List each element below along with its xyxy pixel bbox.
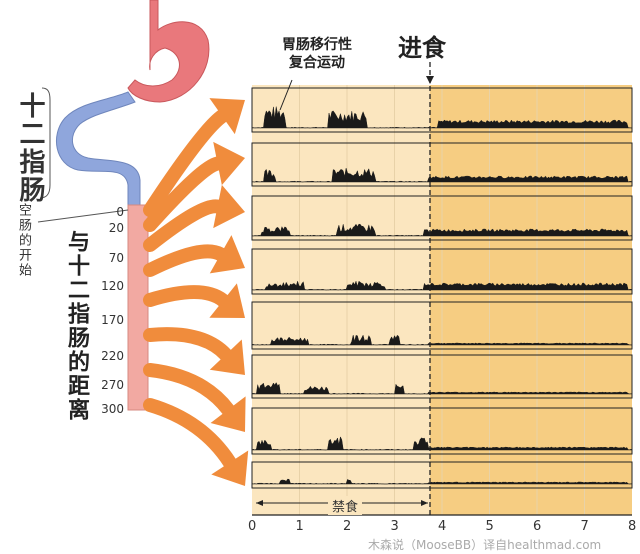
fed-background: [430, 85, 632, 515]
mmc-label-line1: 胃肠移行性: [282, 37, 352, 53]
motility-trace: [251, 280, 633, 291]
x-tick-label: 4: [438, 519, 447, 534]
jejunum-start-label: 空肠的开始: [16, 203, 31, 278]
orange-arrowhead: [210, 396, 246, 432]
x-tick-label: 8: [628, 519, 637, 534]
motility-trace: [251, 334, 633, 346]
motility-trace: [251, 478, 633, 485]
orange-arrowhead: [209, 339, 245, 375]
motility-trace: [251, 382, 633, 395]
intestine-bar: [127, 204, 149, 411]
feeding-label: 进食: [398, 34, 446, 62]
orange-arrow: [143, 109, 230, 217]
distance-tick-label: 70: [108, 251, 124, 265]
x-tick-label: 1: [295, 519, 304, 534]
orange-arrow: [143, 398, 237, 470]
orange-arrowhead: [209, 283, 245, 318]
orange-arrowhead: [213, 141, 245, 186]
distance-tick-label: 170: [101, 313, 124, 327]
x-tick-label: 5: [485, 519, 494, 534]
duodenum-bracket: [39, 87, 51, 199]
trace-panel: [251, 461, 633, 489]
distance-tick-label: 20: [108, 221, 124, 235]
x-tick-label: 7: [580, 519, 589, 534]
jejunum-pointer: [37, 209, 129, 223]
motility-trace: [251, 436, 633, 451]
stomach-shape: [127, 0, 210, 103]
orange-arrow: [143, 199, 225, 252]
x-tick-label: 0: [248, 519, 257, 534]
motility-trace: [251, 223, 633, 237]
distance-tick-label: 300: [101, 402, 124, 416]
trace-panel: [251, 354, 633, 399]
mmc-label-line2: 复合运动: [289, 55, 345, 71]
distance-tick-label: 270: [101, 378, 124, 392]
motility-trace: [251, 106, 633, 129]
trace-panel: [251, 407, 633, 455]
trace-panel: [251, 301, 633, 350]
mmc-label: 胃肠移行性 复合运动: [262, 36, 372, 72]
orange-arrow: [143, 327, 233, 362]
orange-arrowhead: [213, 184, 245, 229]
orange-arrow: [143, 363, 236, 417]
fasting-background: [252, 85, 430, 515]
credit-text: 木森说（MooseBB）译自healthmad.com: [368, 538, 602, 552]
feeding-arrowhead: [426, 76, 434, 84]
trace-panel: [251, 195, 633, 241]
duodenum-label: 十二指肠: [15, 92, 45, 204]
orange-arrow: [143, 244, 228, 277]
duodenum-shape: [56, 91, 141, 206]
orange-arrowhead: [209, 98, 245, 135]
fasting-label: 禁食: [328, 496, 363, 515]
orange-arrow: [143, 285, 231, 308]
trace-panel: [251, 248, 633, 295]
trace-panel: [251, 87, 633, 133]
orange-arrow: [143, 156, 225, 232]
distance-tick-label: 220: [101, 349, 124, 363]
distance-tick-label: 120: [101, 279, 124, 293]
trace-panel: [251, 142, 633, 187]
x-tick-label: 3: [390, 519, 399, 534]
distance-tick-label: 0: [116, 205, 124, 219]
mmc-pointer: [279, 79, 293, 111]
distance-label: 与十二指肠的距离: [64, 230, 89, 422]
orange-arrowhead: [209, 235, 245, 274]
x-tick-label: 6: [533, 519, 542, 534]
motility-trace: [251, 168, 633, 183]
x-tick-label: 2: [343, 519, 352, 534]
orange-arrowhead: [211, 450, 249, 486]
